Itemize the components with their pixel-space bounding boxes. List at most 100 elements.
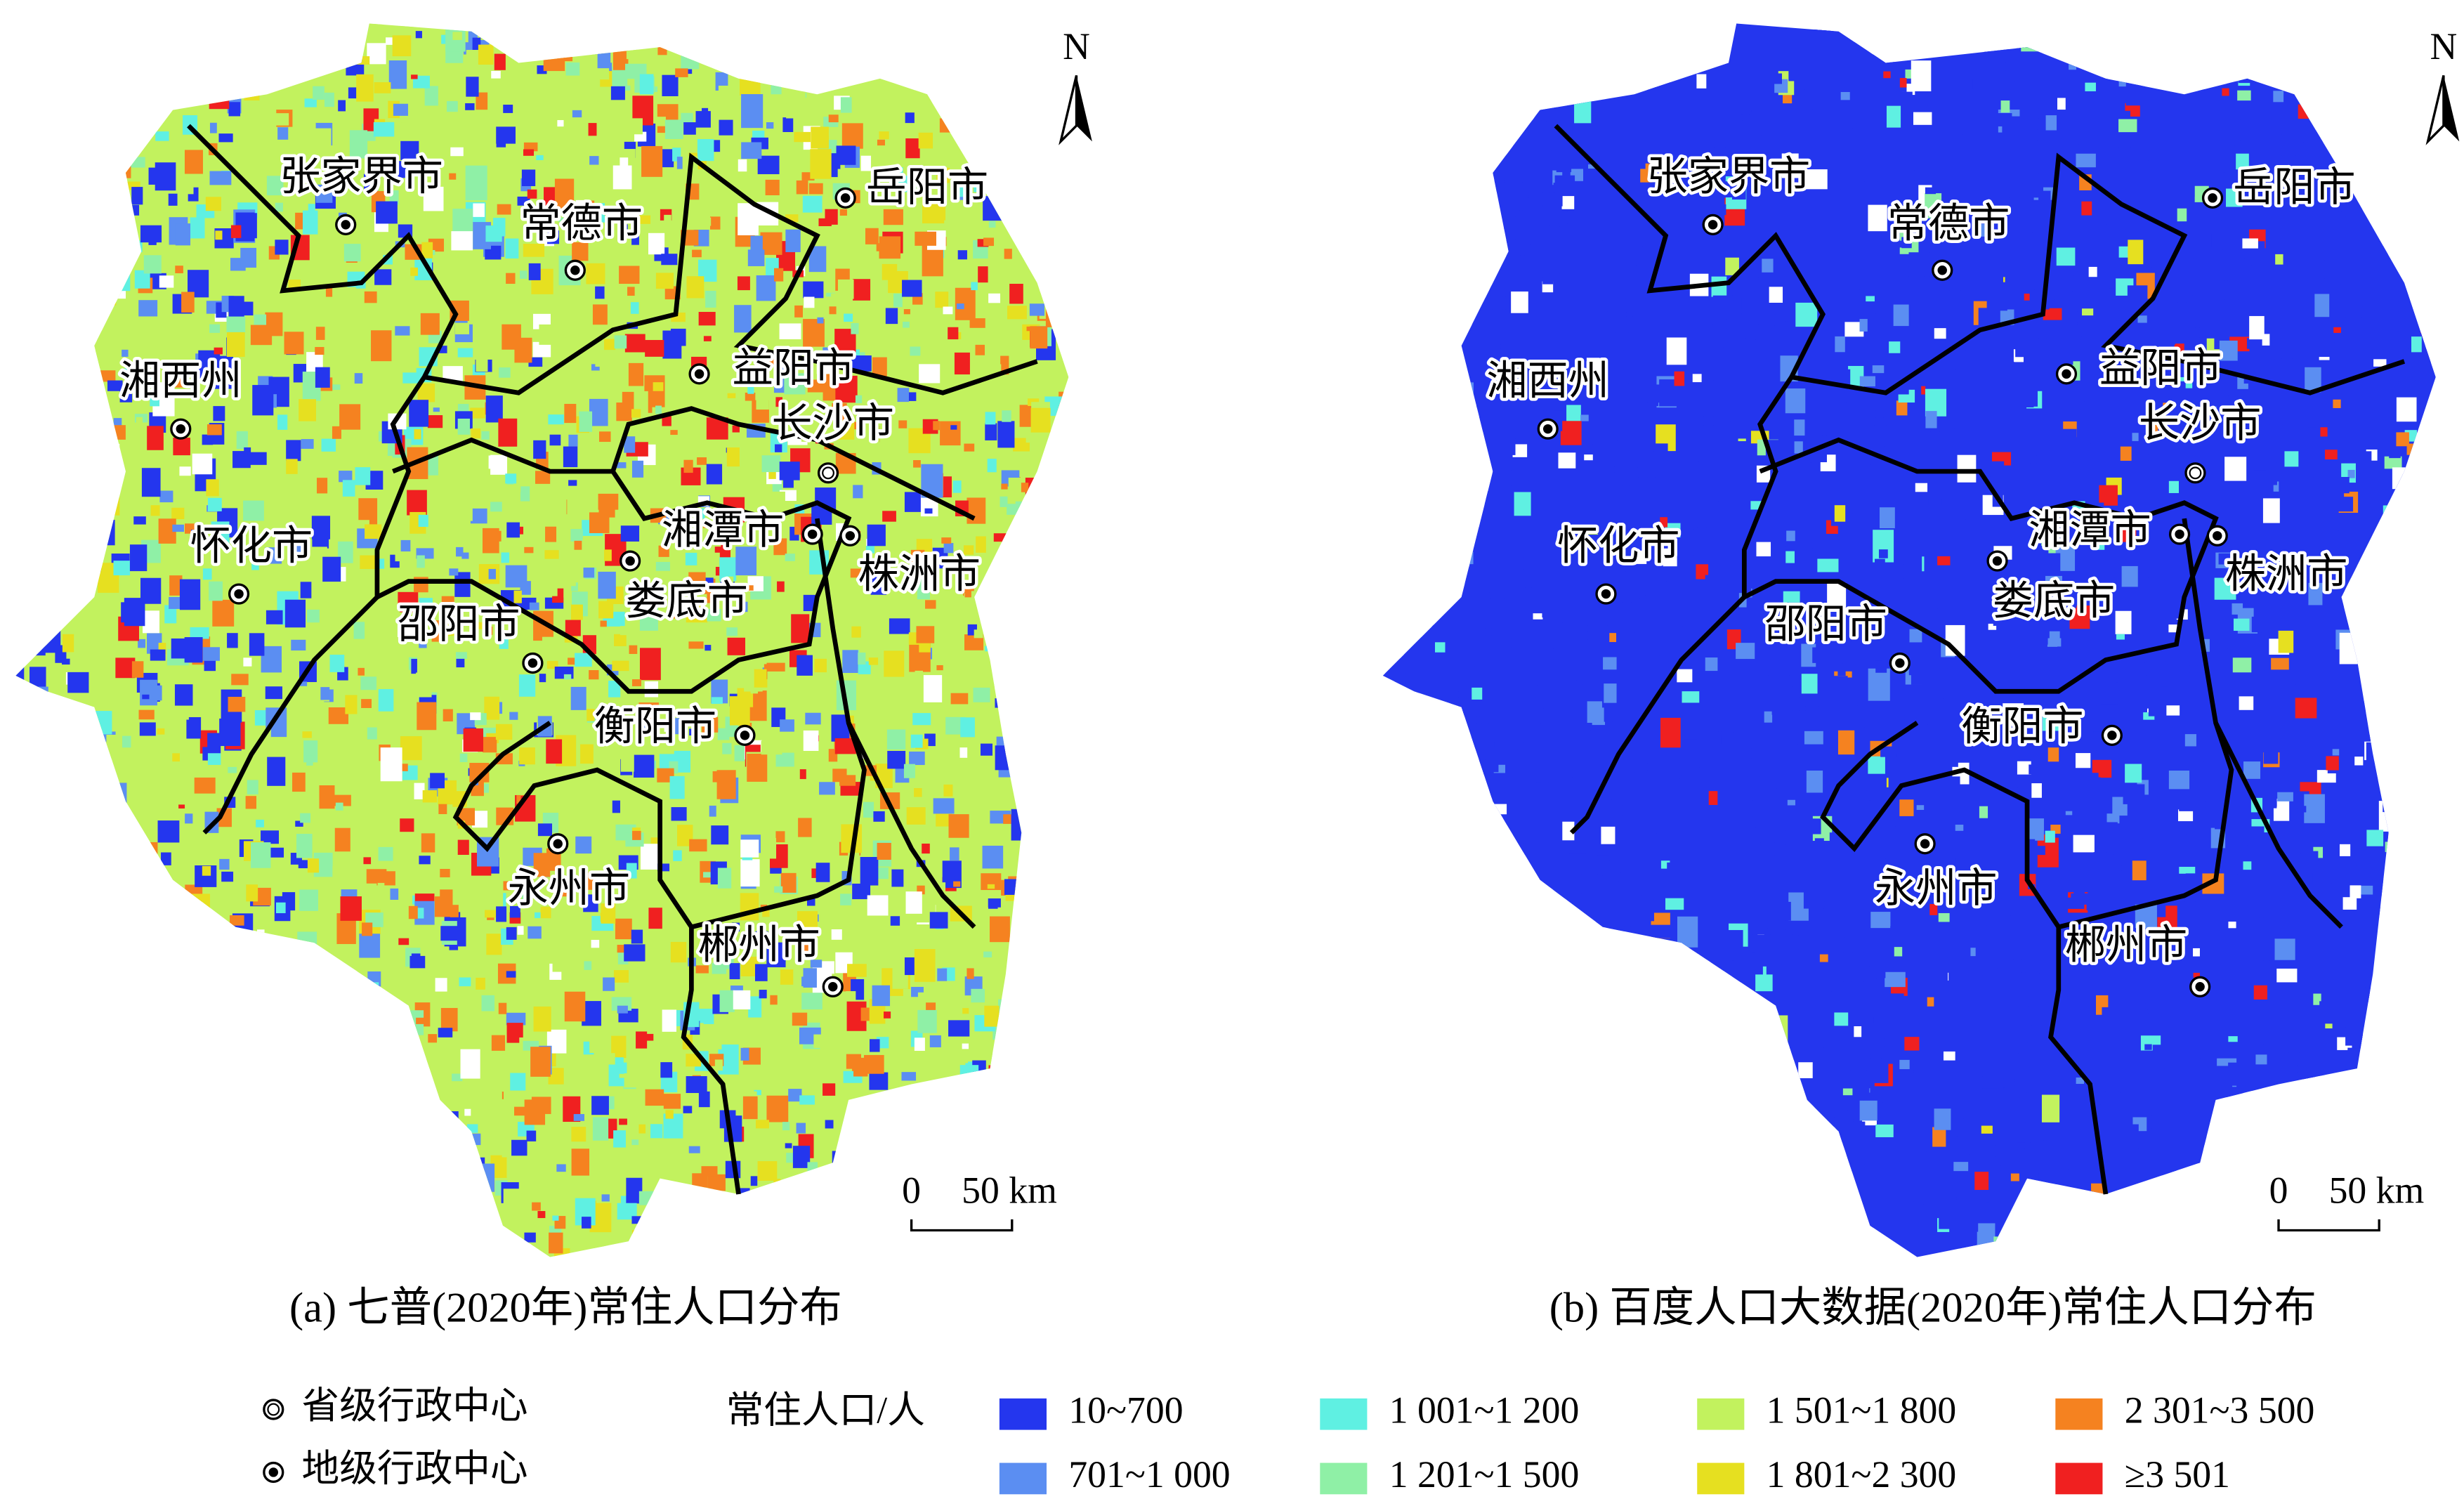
map-cell — [169, 596, 182, 609]
map-cell — [192, 453, 213, 475]
map-cell — [355, 1155, 376, 1179]
map-cell — [1078, 805, 1098, 835]
map-cell — [46, 69, 54, 79]
map-cell — [1499, 36, 1507, 45]
map-cell — [1721, 1205, 1734, 1219]
map-cell — [565, 62, 580, 76]
map-cell — [1946, 785, 1958, 801]
map-cell — [140, 30, 156, 53]
map-cell — [2072, 981, 2081, 991]
map-cell — [346, 58, 365, 76]
map-cell — [2444, 1050, 2451, 1059]
map-cell — [782, 1122, 790, 1131]
map-cell — [1812, 647, 1824, 663]
map-cell — [75, 887, 96, 913]
map-cell — [186, 716, 202, 739]
map-cell — [1794, 419, 1805, 436]
map-cell — [712, 140, 721, 152]
map-cell — [2109, 466, 2124, 477]
map-cell — [1009, 1271, 1025, 1292]
map-cell — [1864, 1156, 1883, 1179]
map-cell — [2409, 1081, 2425, 1096]
map-cell — [2025, 971, 2040, 983]
map-cell — [1656, 1165, 1677, 1187]
map-cell — [1427, 1165, 1449, 1188]
map-cell — [2146, 249, 2161, 268]
map-cell — [52, 1207, 69, 1233]
map-cell — [2373, 889, 2385, 898]
map-cell — [1738, 1085, 1752, 1105]
map-cell — [572, 110, 582, 118]
map-cell — [523, 142, 538, 152]
map-cell — [471, 1157, 485, 1175]
map-cell — [1448, 235, 1465, 251]
map-cell — [1868, 382, 1876, 391]
map-cell — [202, 434, 214, 445]
map-cell — [2354, 757, 2364, 766]
map-cell — [1453, 833, 1472, 854]
map-cell — [1494, 35, 1502, 46]
map-cell — [914, 949, 936, 982]
map-cell — [46, 780, 58, 796]
map-cell — [598, 601, 614, 619]
map-cell — [389, 161, 406, 178]
map-cell — [69, 23, 81, 25]
map-cell — [631, 409, 641, 418]
map-cell — [653, 382, 664, 391]
map-cell — [2092, 374, 2103, 387]
map-cell — [1402, 768, 1410, 777]
map-cell — [1004, 879, 1023, 895]
map-cell — [620, 626, 633, 636]
map-cell — [367, 1104, 376, 1113]
map-cell — [811, 126, 829, 149]
map-cell — [2258, 976, 2266, 985]
map-cell — [1512, 667, 1529, 685]
map-cell — [1973, 615, 1981, 624]
map-cell — [1684, 625, 1702, 638]
map-cell — [74, 552, 89, 575]
map-cell — [780, 969, 794, 985]
map-cell — [973, 364, 995, 377]
map-cell — [103, 29, 118, 52]
map-cell — [29, 768, 41, 781]
map-cell — [481, 995, 495, 1012]
map-cell — [1429, 499, 1441, 511]
map-cell — [79, 827, 100, 846]
map-cell — [2113, 359, 2128, 369]
map-cell — [917, 1009, 937, 1033]
map-cell — [961, 57, 982, 86]
map-cell — [421, 242, 433, 258]
map-cell — [855, 395, 863, 403]
map-cell — [674, 750, 691, 773]
map-cell — [792, 1259, 805, 1269]
map-cell — [1494, 727, 1512, 747]
map-cell — [1481, 32, 1493, 46]
map-cell — [1410, 89, 1418, 96]
map-cell — [969, 793, 981, 806]
map-cell — [2120, 446, 2132, 461]
map-cell — [2408, 1112, 2427, 1138]
map-cell — [124, 204, 140, 216]
map-cell — [2087, 1058, 2096, 1068]
map-cell — [79, 1196, 97, 1220]
map-cell — [1737, 1129, 1746, 1139]
map-cell — [744, 72, 761, 84]
map-cell — [130, 1106, 149, 1125]
map-cell — [2384, 456, 2402, 469]
map-cell — [1674, 1268, 1691, 1284]
map-cell — [1622, 485, 1630, 496]
map-cell — [1973, 37, 1991, 52]
map-cell — [25, 735, 45, 759]
map-cell — [617, 1005, 628, 1014]
map-cell — [2045, 115, 2057, 131]
map-cell — [785, 1204, 800, 1215]
map-cell — [2359, 385, 2381, 402]
map-cell — [618, 894, 635, 905]
map-cell — [1382, 906, 1399, 921]
map-cell — [1599, 556, 1612, 566]
map-cell — [1047, 615, 1056, 622]
map-cell — [993, 1122, 1009, 1134]
map-cell — [966, 968, 974, 979]
map-cell — [703, 523, 711, 529]
map-cell — [49, 114, 67, 132]
